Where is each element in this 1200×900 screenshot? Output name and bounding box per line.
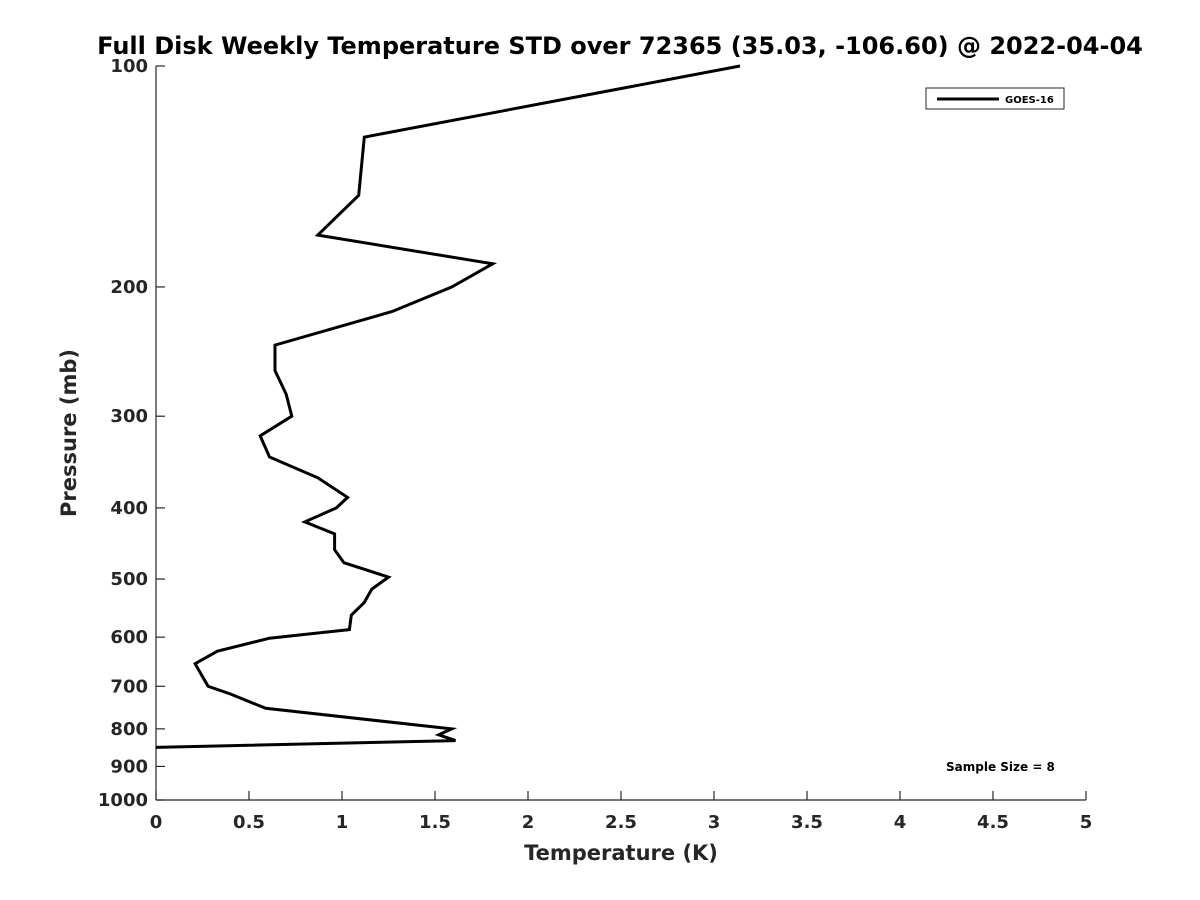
x-tick-label-10: 5 — [1080, 812, 1093, 833]
x-tick-label-4: 2 — [522, 812, 535, 833]
y-tick-label-5: 600 — [110, 627, 148, 648]
y-tick-label-0: 100 — [110, 56, 148, 77]
sample-size-annotation: Sample Size = 8 — [946, 760, 1055, 774]
y-tick-label-2: 300 — [110, 406, 148, 427]
series-layer — [155, 64, 741, 749]
y-axis-label: Pressure (mb) — [57, 349, 81, 517]
x-tick-label-9: 4.5 — [977, 812, 1009, 833]
y-tick-label-7: 800 — [110, 719, 148, 740]
y-tick-label-3: 400 — [110, 498, 148, 519]
x-axis-ticks: 0 0.5 1 1.5 2 2.5 3 3.5 4 4.5 5 — [150, 791, 1093, 833]
chart-title: Full Disk Weekly Temperature STD over 72… — [97, 32, 1143, 60]
x-axis-label: Temperature (K) — [524, 841, 718, 865]
legend: GOES-16 — [925, 87, 1065, 110]
x-tick-label-7: 3.5 — [791, 812, 823, 833]
y-tick-label-8: 900 — [110, 756, 148, 777]
x-tick-label-6: 3 — [708, 812, 721, 833]
y-tick-label-4: 500 — [110, 569, 148, 590]
x-tick-label-0: 0 — [150, 812, 163, 833]
y-axis-ticks: 100 200 300 400 500 600 700 800 900 1000 — [98, 56, 165, 811]
y-tick-label-1: 200 — [110, 277, 148, 298]
x-tick-label-5: 2.5 — [605, 812, 637, 833]
x-tick-label-3: 1.5 — [419, 812, 451, 833]
y-tick-label-9: 1000 — [98, 790, 148, 811]
y-tick-label-6: 700 — [110, 676, 148, 697]
x-tick-label-1: 0.5 — [233, 812, 265, 833]
legend-label-goes-16: GOES-16 — [1005, 95, 1054, 106]
x-tick-label-8: 4 — [894, 812, 907, 833]
series-line-0 — [155, 64, 741, 749]
x-tick-label-2: 1 — [336, 812, 349, 833]
